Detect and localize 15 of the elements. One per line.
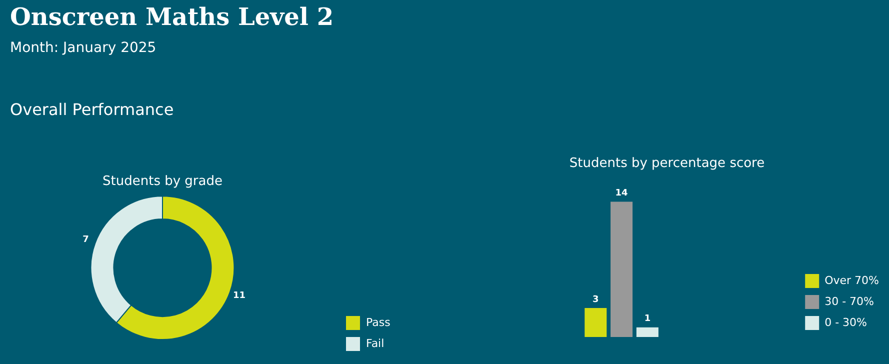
legend-label: 30 - 70%: [824, 294, 874, 308]
data-label: 7: [82, 235, 89, 246]
legend-label: Pass: [366, 316, 391, 329]
data-label: 11: [233, 291, 246, 302]
text: Onscreen Maths Level 2: [10, 2, 334, 31]
legend-label: Fail: [366, 336, 384, 350]
text: Month: January 2025: [10, 40, 156, 56]
text: Overall Performance: [10, 100, 174, 119]
legend-label: 0 - 30%: [824, 316, 868, 329]
legend-label: Over 70%: [824, 274, 879, 287]
chart-title: Students by percentage score: [569, 156, 765, 172]
chart-title: Students by grade: [102, 174, 222, 190]
data-label: 3: [592, 294, 599, 305]
data-label: 14: [615, 188, 628, 198]
data-label: 1: [644, 314, 651, 324]
